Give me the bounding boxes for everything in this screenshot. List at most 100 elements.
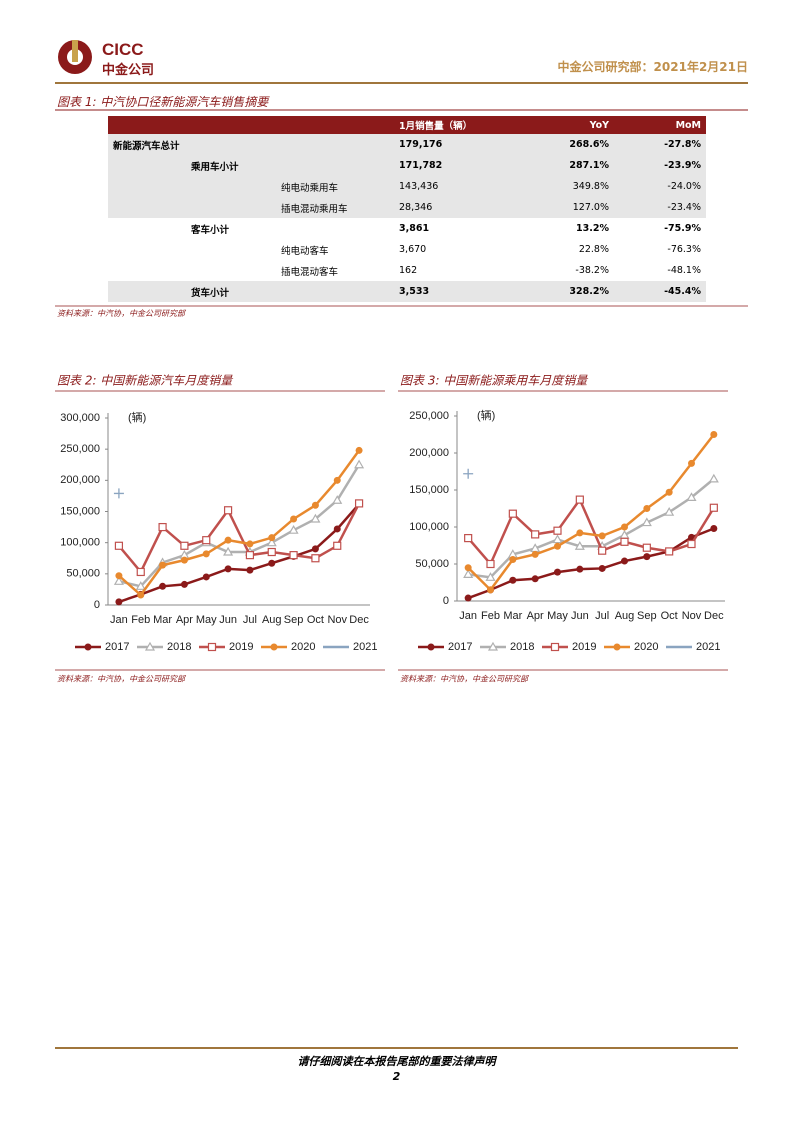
point [708,473,719,483]
point [576,565,584,573]
cell: 乘用车小计 [186,155,394,176]
x-tick-label: Jan [110,614,128,626]
point [643,553,651,561]
group-row: 客车小计 3,861 13.2% -75.9% [108,218,706,239]
point [486,559,495,569]
cell: -24.0% [614,176,706,197]
cell [108,239,186,260]
point [621,523,628,531]
cell [108,155,186,176]
point [552,534,563,544]
y-tick-label: 0 [443,595,449,607]
group-row: 货车小计 3,533 328.2% -45.4% [108,281,706,302]
cell: -45.4% [614,281,706,302]
x-tick-label: May [547,610,568,622]
cell: YoY [504,116,614,134]
point [531,530,540,539]
point [289,551,298,560]
series-line [467,433,715,592]
point [180,556,188,564]
cell: -27.8% [614,134,706,155]
cell [186,116,276,134]
y-tick-label: 300,000 [60,412,100,424]
x-tick-label: Jul [595,610,609,622]
point [620,537,629,546]
total-row: 新能源汽车总计 179,176 268.6% -27.8% [108,134,706,155]
point [598,532,606,540]
x-tick-label: Dec [349,614,369,626]
x-tick-label: Sep [284,614,304,626]
cell [186,260,276,281]
cell: 179,176 [394,134,504,155]
cell: 插电混动乘用车 [276,197,394,218]
point [553,526,562,535]
y-tick-label: 200,000 [409,447,449,459]
cell [108,176,186,197]
point [641,517,652,527]
y-tick-label: 150,000 [60,505,100,517]
item-row: 插电混动乘用车 28,346 127.0% -23.4% [108,197,706,218]
x-tick-label: Nov [327,614,347,626]
x-tick-label: Feb [131,614,150,626]
series-line [467,497,715,567]
point [598,564,606,572]
logo-cn: 中金公司 [102,63,155,78]
cell: 349.8% [504,176,614,197]
series-line [118,503,361,604]
point [333,541,342,550]
cell: -23.9% [614,155,706,176]
point [311,554,320,563]
legend-label: 2019 [229,641,253,653]
table-title: 图表 1: 中汽协口径新能源汽车销售摘要 [57,95,269,109]
y-tick-label: 150,000 [409,484,449,496]
x-tick-label: Oct [661,610,678,622]
point [464,594,472,602]
logo-en: CICC [102,40,144,59]
header-row: 1月销售量（辆） YoY MoM [108,116,706,134]
page-number: 2 [392,1070,401,1083]
x-tick-label: Oct [307,614,324,626]
cell: -48.1% [667,265,701,276]
y-tick-label: 100,000 [60,537,100,549]
cell [108,260,186,281]
legend-label: 2018 [167,641,191,653]
point [576,529,584,537]
point [354,499,364,508]
point [598,546,607,555]
point [508,509,517,518]
point [202,550,210,558]
point [574,541,585,550]
legend-marker [207,642,217,652]
cell [108,218,186,239]
cell: 新能源汽车总计 [108,134,394,155]
y-tick-label: 250,000 [409,410,449,422]
table-source: 资料来源：中汽协，中金公司研究部 [57,309,185,318]
x-tick-label: Jun [219,614,237,626]
point [311,545,319,553]
cell: 171,782 [394,155,504,176]
y-axis-label: (辆) [477,408,495,422]
x-tick-label: Mar [503,610,522,622]
cell: 143,436 [394,176,504,197]
point [180,580,188,588]
point [621,557,628,565]
cell: 货车小计 [186,281,394,302]
legend-marker [613,643,621,651]
point [223,546,234,556]
chart-source: 资料来源：中汽协，中金公司研究部 [400,675,530,684]
item-row: 纯电动乘用车 143,436 349.8% -24.0% [108,176,706,197]
cell [186,239,276,260]
x-tick-label: Jul [243,614,257,626]
point [136,567,145,577]
chart-source: 资料来源：中汽协，中金公司研究部 [57,675,187,684]
cell: 328.2% [504,281,614,302]
x-tick-label: Apr [176,614,193,626]
point [643,505,651,512]
cell: 268.6% [504,134,614,155]
legend-marker [427,643,435,651]
point [246,566,254,574]
cell: MoM [614,116,706,134]
cell: 22.8% [578,244,609,255]
